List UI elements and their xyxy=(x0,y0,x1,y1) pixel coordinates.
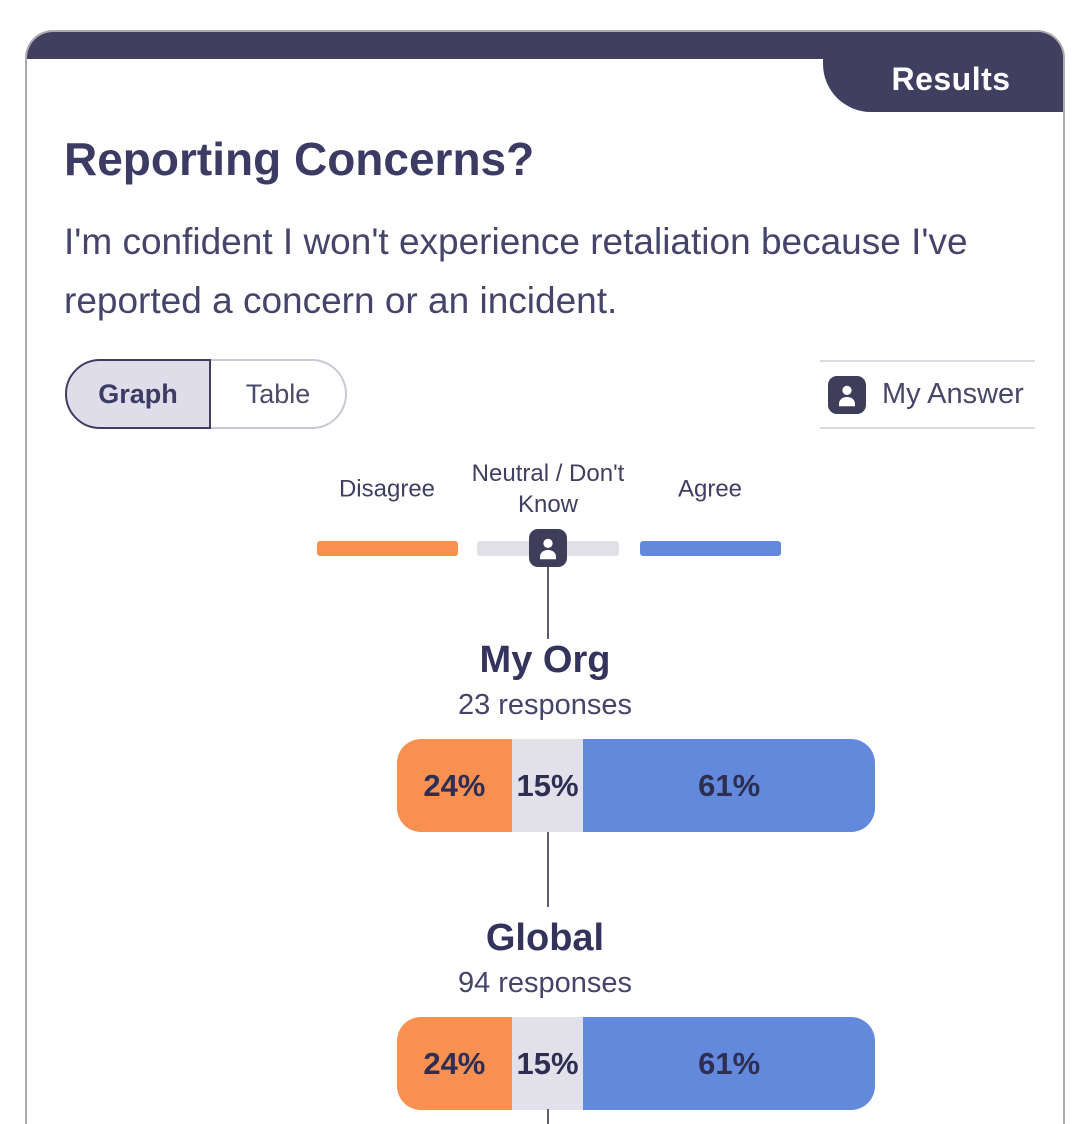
stacked-bar-global: 24% 15% 61% xyxy=(397,1017,875,1110)
bar-segment-agree: 61% xyxy=(583,1017,875,1110)
legend-label-neutral: Neutral / Don't Know xyxy=(471,460,625,518)
chart-legend-labels: Disagree Neutral / Don't Know Agree xyxy=(27,457,1063,521)
toggle-graph-button[interactable]: Graph xyxy=(65,359,211,429)
results-tab[interactable]: Results xyxy=(823,32,1063,112)
group-name-global: Global xyxy=(485,917,605,959)
results-tab-label: Results xyxy=(891,60,1011,97)
my-answer-legend: My Answer xyxy=(820,360,1035,429)
bar-segment-disagree: 24% xyxy=(397,1017,512,1110)
my-answer-marker-icon xyxy=(529,529,567,567)
toggle-table-button[interactable]: Table xyxy=(211,359,347,429)
bar-segment-agree: 61% xyxy=(583,739,875,832)
legend-label-agree: Agree xyxy=(677,475,743,503)
bar-segment-neutral: 15% xyxy=(511,739,584,832)
group-responses-global: 94 responses xyxy=(457,967,633,999)
connector-line xyxy=(547,832,549,907)
bar-segment-disagree: 24% xyxy=(397,739,512,832)
results-card: Results Reporting Concerns? I'm confiden… xyxy=(25,30,1065,1124)
view-toggle: Graph Table xyxy=(65,359,347,429)
person-icon xyxy=(828,375,866,414)
page-title: Reporting Concerns? xyxy=(64,133,535,185)
stacked-bar-my-org: 24% 15% 61% xyxy=(397,739,875,832)
group-responses-my-org: 23 responses xyxy=(457,689,633,721)
question-text: I'm confident I won't experience retalia… xyxy=(64,221,968,321)
legend-swatch-disagree xyxy=(317,541,458,556)
legend-label-disagree: Disagree xyxy=(338,475,436,503)
my-answer-label: My Answer xyxy=(882,378,1024,410)
legend-swatch-agree xyxy=(640,541,781,556)
bar-segment-neutral: 15% xyxy=(511,1017,584,1110)
connector-line xyxy=(547,1109,549,1124)
connector-line xyxy=(547,565,549,639)
group-name-my-org: My Org xyxy=(479,639,611,681)
